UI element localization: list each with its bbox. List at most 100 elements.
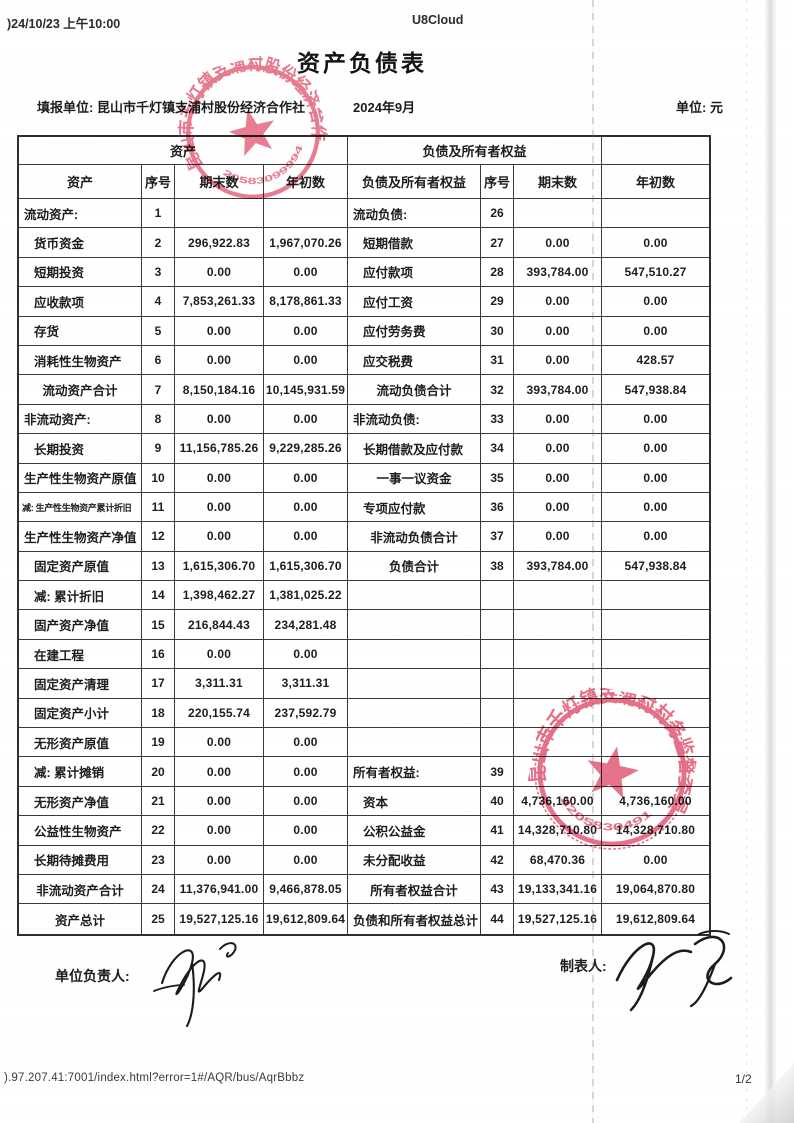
liability-beginning-balance-cell: 19,064,870.80 <box>602 875 709 905</box>
liability-name-cell: 一事一议资金 <box>348 463 481 493</box>
money-unit: 单位: 元 <box>676 97 723 116</box>
asset-line-no-cell: 20 <box>142 757 175 787</box>
asset-line-no-cell: 21 <box>142 786 175 817</box>
liability-beginning-balance-cell: 0.00 <box>602 287 709 317</box>
liability-name-cell <box>348 610 481 640</box>
liability-ending-balance-cell: 0.00 <box>514 345 602 376</box>
asset-line-no-cell: 25 <box>142 904 175 934</box>
asset-beginning-balance-cell: 0.00 <box>264 345 348 376</box>
page-title: 资产负债表 <box>297 50 427 76</box>
liability-beginning-balance-cell: 0.00 <box>602 228 709 258</box>
liability-name-cell: 应付工资 <box>348 287 481 317</box>
liability-line-no-cell <box>481 581 514 611</box>
liability-name-cell: 非流动负债: <box>348 404 481 435</box>
asset-line-no-cell: 13 <box>142 551 175 582</box>
liability-name-cell: 负债合计 <box>348 551 481 582</box>
liability-name-cell: 应交税费 <box>348 345 481 376</box>
asset-ending-balance-cell: 0.00 <box>175 845 264 875</box>
asset-beginning-balance-cell: 1,381,025.22 <box>264 581 348 611</box>
liability-line-no-cell: 42 <box>481 845 514 875</box>
liability-beginning-balance-cell <box>602 640 709 670</box>
asset-name-cell: 公益性生物资产 <box>19 816 142 846</box>
liability-ending-balance-cell <box>514 669 602 699</box>
liability-name-column-header: 负债及所有者权益 <box>348 165 481 199</box>
liability-line-no-cell: 43 <box>481 874 514 905</box>
liability-line-no-cell: 35 <box>481 463 514 493</box>
liability-beginning-balance-cell: 4,736,160.00 <box>602 787 709 817</box>
report-info-line: 填报单位: 昆山市千灯镇支浦村股份经济合作社 2024年9月 单位: 元 <box>0 97 794 117</box>
asset-name-cell: 固定资产小计 <box>19 698 142 729</box>
liability-line-no-cell: 39 <box>481 757 514 787</box>
asset-ending-balance-cell <box>175 199 264 229</box>
liability-name-cell: 未分配收益 <box>348 845 481 875</box>
liability-ending-balance-cell: 393,784.00 <box>514 257 602 288</box>
asset-ending-balance-cell: 220,155.74 <box>175 698 264 729</box>
liability-name-cell: 专项应付款 <box>348 492 481 523</box>
liability-ending-balance-cell <box>514 581 602 611</box>
asset-ending-balance-cell: 0.00 <box>175 316 264 346</box>
liability-name-cell: 所有者权益: <box>348 757 481 787</box>
liability-beginning-column-header: 年初数 <box>602 165 709 199</box>
liability-name-cell: 短期借款 <box>348 228 481 258</box>
liability-line-no-cell: 27 <box>481 228 514 258</box>
asset-line-no-column-header: 序号 <box>142 165 175 199</box>
liability-line-no-column-header: 序号 <box>481 165 514 199</box>
asset-line-no-cell: 23 <box>142 845 175 875</box>
asset-ending-balance-cell: 0.00 <box>175 463 264 493</box>
scan-edge-shadow <box>764 0 776 1123</box>
asset-beginning-balance-cell: 0.00 <box>264 492 348 523</box>
liability-ending-balance-cell: 393,784.00 <box>514 551 602 582</box>
app-name: U8Cloud <box>412 13 464 27</box>
liability-name-cell: 资本 <box>348 786 481 817</box>
asset-ending-balance-cell: 0.00 <box>175 786 264 817</box>
asset-name-cell: 固定资产清理 <box>19 669 142 699</box>
asset-line-no-cell: 3 <box>142 257 175 288</box>
liability-line-no-cell: 44 <box>481 904 514 934</box>
asset-ending-balance-cell: 296,922.83 <box>175 228 264 258</box>
asset-line-no-cell: 19 <box>142 728 175 758</box>
liability-ending-balance-cell <box>514 610 602 640</box>
liability-ending-balance-cell <box>514 199 602 229</box>
liability-ending-balance-cell: 393,784.00 <box>514 375 602 405</box>
asset-beginning-balance-cell: 0.00 <box>264 404 348 435</box>
asset-ending-balance-cell: 0.00 <box>175 728 264 758</box>
liability-beginning-balance-cell <box>602 699 709 729</box>
liability-line-no-cell: 37 <box>481 522 514 552</box>
asset-name-cell: 货币资金 <box>19 228 142 258</box>
asset-ending-balance-cell: 8,150,184.16 <box>175 375 264 405</box>
asset-line-no-cell: 18 <box>142 698 175 729</box>
asset-name-cell: 固产资产净值 <box>19 610 142 640</box>
asset-line-no-cell: 6 <box>142 345 175 376</box>
asset-line-no-cell: 2 <box>142 228 175 258</box>
footer-url: ).97.207.41:7001/index.html?error=1#/AQR… <box>4 1072 305 1084</box>
liability-ending-balance-cell: 19,527,125.16 <box>514 904 602 934</box>
liability-beginning-balance-cell <box>602 610 709 640</box>
asset-line-no-cell: 9 <box>142 434 175 464</box>
liability-name-cell: 应付款项 <box>348 257 481 288</box>
liability-line-no-cell: 34 <box>481 434 514 464</box>
assets-group-header: 资产 <box>19 137 348 165</box>
asset-name-cell: 流动资产: <box>19 199 142 229</box>
asset-beginning-balance-cell: 0.00 <box>264 316 348 346</box>
asset-beginning-balance-cell: 0.00 <box>264 786 348 817</box>
liability-name-cell: 非流动负债合计 <box>348 522 481 552</box>
signature-handwritten-right <box>615 930 733 1012</box>
preparer-label: 制表人: <box>560 958 607 974</box>
liability-line-no-cell <box>481 669 514 699</box>
liability-name-cell: 长期借款及应付款 <box>348 434 481 464</box>
asset-name-cell: 减: 生产性生物资产累计折旧 <box>19 492 142 523</box>
liability-ending-balance-cell: 0.00 <box>514 434 602 464</box>
scan-speckle-line <box>746 0 747 1123</box>
report-unit-value: 昆山市千灯镇支浦村股份经济合作社 <box>96 100 305 115</box>
liability-name-cell: 所有者权益合计 <box>348 874 481 905</box>
liability-ending-balance-cell <box>514 698 602 729</box>
liability-beginning-balance-cell: 547,938.84 <box>602 375 709 405</box>
liability-line-no-cell <box>481 639 514 670</box>
liability-name-cell <box>348 581 481 611</box>
asset-ending-balance-cell: 0.00 <box>175 816 264 846</box>
report-unit: 填报单位: 昆山市千灯镇支浦村股份经济合作社 <box>37 97 305 116</box>
liability-beginning-balance-cell: 547,510.27 <box>602 258 709 288</box>
report-period: 2024年9月 <box>353 100 416 115</box>
asset-beginning-balance-cell: 0.00 <box>264 463 348 493</box>
liability-beginning-balance-cell: 0.00 <box>602 434 709 464</box>
